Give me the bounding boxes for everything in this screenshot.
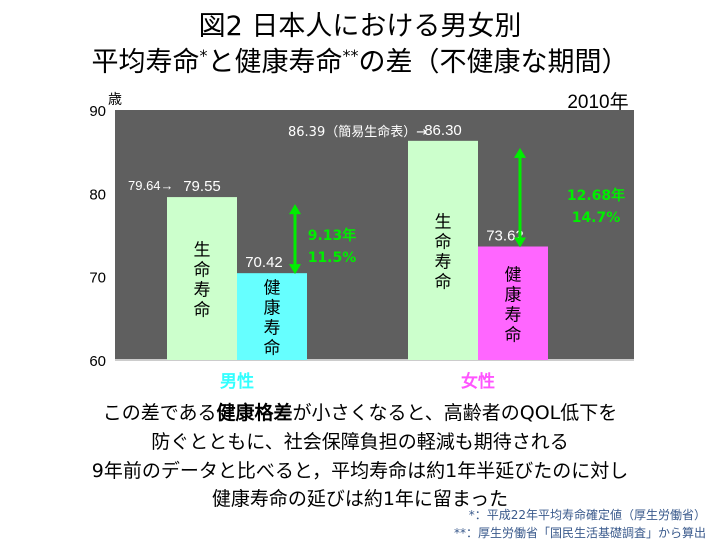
bar-series-label: 命 bbox=[194, 301, 211, 321]
bar-series-label: 命 bbox=[435, 232, 452, 252]
title-line-2: 平均寿命*と健康寿命**の差（不健康な期間） bbox=[0, 40, 720, 79]
caption-line-2: 防ぐとともに、社会保障負担の軽減も期待される bbox=[151, 431, 569, 453]
footnote-mark: ** bbox=[342, 46, 359, 65]
bar-series-label: 寿 bbox=[264, 319, 281, 339]
y-tick-label: 90 bbox=[89, 103, 106, 120]
footnote-2: **：厚生労働省「国民生活基礎調査」から算出 bbox=[453, 526, 706, 540]
bar-value-label: 73.62 bbox=[486, 228, 524, 245]
bar-series-label: 生 bbox=[435, 212, 452, 232]
y-tick-label: 60 bbox=[89, 353, 106, 370]
gap-percent-label: 11.5% bbox=[308, 250, 357, 266]
caption-text: が小さくなると、高齢者のQOL低下を bbox=[292, 402, 618, 424]
bar-series-label: 健 bbox=[505, 265, 522, 285]
bar-healthy-0 bbox=[237, 273, 307, 360]
bar-value-label: 86.30 bbox=[424, 122, 462, 139]
male-reference-annotation: 79.64→ bbox=[128, 178, 174, 193]
female-reference-annotation: 86.39（簡易生命表）→ bbox=[288, 124, 427, 140]
bar-series-label: 寿 bbox=[505, 305, 522, 325]
bar-value-label: 70.42 bbox=[245, 254, 283, 271]
title-line-1: 図2 日本人における男女別 bbox=[198, 11, 522, 42]
title-part: と健康寿命 bbox=[207, 47, 343, 78]
bar-series-label: 命 bbox=[435, 272, 452, 292]
bar-series-label: 生 bbox=[194, 241, 211, 261]
footnote-1: *：平成22年平均寿命確定値（厚生労働省） bbox=[468, 508, 706, 522]
year-label: 2010年 bbox=[567, 91, 628, 113]
footnote-mark: * bbox=[199, 46, 208, 65]
caption-line-4: 健康寿命の延びは約1年に留まった bbox=[211, 488, 509, 510]
bar-life-1 bbox=[408, 140, 478, 360]
title-part: の差（不健康な期間） bbox=[358, 47, 629, 78]
category-label: 女性 bbox=[461, 371, 495, 392]
bar-series-label: 命 bbox=[264, 339, 281, 359]
bar-series-label: 康 bbox=[505, 285, 522, 305]
caption-text: この差である bbox=[102, 402, 217, 424]
gap-arrow-up-icon bbox=[289, 204, 301, 215]
y-tick-label: 70 bbox=[89, 270, 106, 287]
gap-years-label: 9.13年 bbox=[308, 227, 357, 244]
y-tick-label: 80 bbox=[89, 186, 106, 203]
bar-life-0 bbox=[167, 197, 237, 360]
gap-arrow-down-icon bbox=[514, 237, 526, 248]
gap-years-label: 12.68年 bbox=[567, 187, 625, 204]
caption-line-1: この差である健康格差が小さくなると、高齢者のQOL低下を bbox=[0, 398, 720, 425]
gap-percent-label: 14.7% bbox=[572, 210, 621, 226]
bar-series-label: 命 bbox=[505, 325, 522, 345]
gap-arrow-up-icon bbox=[514, 147, 526, 158]
caption-line-3: 9年前のデータと比べると，平均寿命は約1年半延びたのに対し bbox=[91, 460, 629, 482]
bar-healthy-1 bbox=[478, 246, 548, 360]
title-part: 平均寿命 bbox=[91, 47, 200, 78]
gap-arrow-down-icon bbox=[289, 264, 301, 275]
y-unit-label: 歳 bbox=[108, 92, 122, 108]
bar-value-label: 79.55 bbox=[183, 178, 221, 195]
bar-series-label: 康 bbox=[264, 299, 281, 319]
bar-series-label: 健 bbox=[264, 279, 281, 299]
category-label: 男性 bbox=[220, 371, 254, 392]
bar-series-label: 命 bbox=[194, 261, 211, 281]
bar-series-label: 寿 bbox=[194, 281, 211, 301]
bar-series-label: 寿 bbox=[435, 252, 452, 272]
caption-emphasis: 健康格差 bbox=[216, 402, 293, 424]
